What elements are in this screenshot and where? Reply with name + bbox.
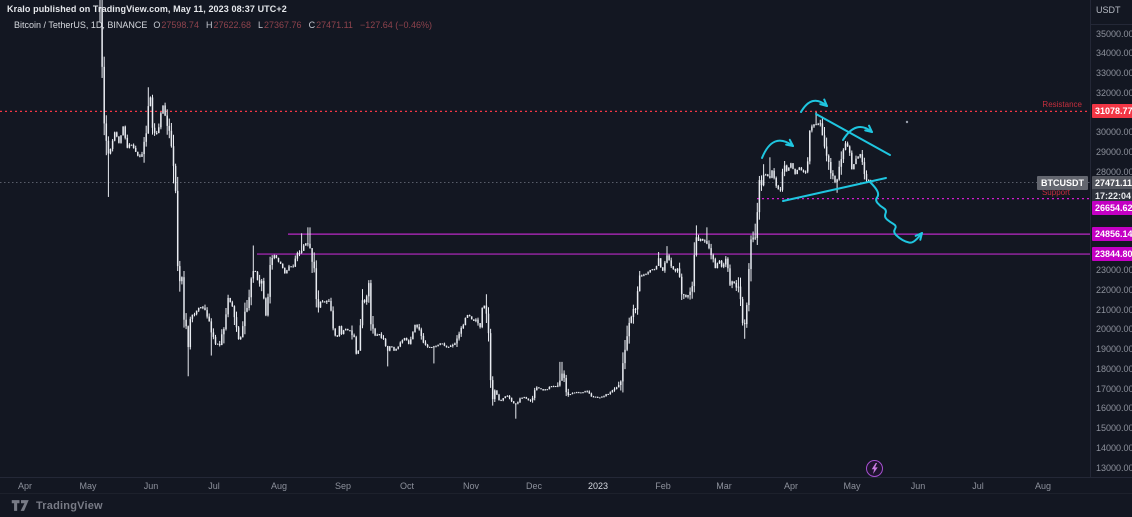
time-label-jul: Jul [208,481,220,491]
footer: TradingView [0,493,1132,517]
price-chart-canvas[interactable] [0,0,1132,477]
time-label-aug: Aug [1034,481,1051,491]
price-tick: 23000.00 [1096,265,1132,276]
tradingview-brand[interactable]: TradingView [36,499,103,512]
price-tick: 22000.00 [1096,284,1132,295]
change-value: −127.64 (−0.46%) [359,20,432,30]
countdown-badge: 17:22:04 [1092,189,1132,204]
price-tick: 13000.00 [1096,462,1132,473]
time-label-feb: Feb [655,481,671,491]
resistance-label[interactable]: Resistance [1042,100,1082,110]
time-label-apr: Apr [783,481,798,491]
time-label-mar: Mar [716,481,732,491]
time-label-sep: Sep [334,481,351,491]
lightning-bolt-icon [871,462,878,474]
last-price-badge: 27471.11 [1092,175,1132,190]
price-tick: 17000.00 [1096,383,1132,394]
time-axis[interactable]: Apr May Jun Jul Aug Sep Oct Nov Dec 2023 Feb Mar Apr… [0,477,1132,493]
price-tick: 35000.00 [1096,28,1132,39]
time-label-aug: Aug [270,481,287,491]
price-tick: 30000.00 [1096,127,1132,138]
publish-info: Kralo published on TradingView.com, May … [7,4,287,14]
price-tick: 21000.00 [1096,304,1132,315]
high-value: 27622.68 [213,20,251,30]
price-tick: 32000.00 [1096,87,1132,98]
price-tick: 16000.00 [1096,403,1132,414]
close-value: 27471.11 [316,20,353,30]
support-label[interactable]: Support [1041,187,1070,197]
resistance-price-badge: 31078.77 [1092,104,1132,119]
time-label-2023: 2023 [587,481,609,491]
publication-marker[interactable] [865,459,883,477]
price-axis[interactable]: USDT 35000.00 34000.00 33000.00 32000.00 310… [1090,0,1132,477]
price-tick: 19000.00 [1096,344,1132,355]
price-axis-divider [1091,24,1132,25]
low-value: 27367.76 [264,20,302,30]
time-label-nov: Nov [462,481,479,491]
price-tick: 20000.00 [1096,324,1132,335]
open-label: O [153,20,161,30]
tradingview-logo-icon[interactable] [11,499,31,512]
symbol-info-row: Bitcoin / TetherUS, 1D, BINANCE O 27598.7… [14,20,432,30]
price-tick: 33000.00 [1096,67,1132,78]
time-label-jun: Jun [143,481,159,491]
price-tick: 28000.00 [1096,166,1132,177]
time-label-dec: Dec [525,481,542,491]
time-label-apr: Apr [17,481,32,491]
high-label: H [205,20,213,30]
low-label: L [258,20,264,30]
price-tick: 18000.00 [1096,363,1132,374]
time-label-oct: Oct [399,481,414,491]
time-label-jul: Jul [972,481,984,491]
price-tick: 34000.00 [1096,48,1132,59]
level-price-badge-23844: 23844.80 [1092,247,1132,262]
price-axis-currency[interactable]: USDT [1096,5,1121,15]
price-tick: 29000.00 [1096,146,1132,157]
time-label-may: May [843,481,861,491]
close-label: C [308,20,316,30]
level-price-badge-24856: 24856.14 [1092,227,1132,242]
symbol-price-tag: BTCUSDT [1037,175,1088,190]
time-label-jun: Jun [910,481,926,491]
price-tick: 15000.00 [1096,423,1132,434]
open-value: 27598.74 [161,20,199,30]
time-label-may: May [79,481,97,491]
symbol-title[interactable]: Bitcoin / TetherUS, 1D, BINANCE [14,20,148,30]
price-tick: 14000.00 [1096,442,1132,453]
support-price-badge: 26654.62 [1092,200,1132,215]
ohlc-values: O 27598.74 H 27622.68 L 27367.76 C 27471.11 … [153,20,432,30]
